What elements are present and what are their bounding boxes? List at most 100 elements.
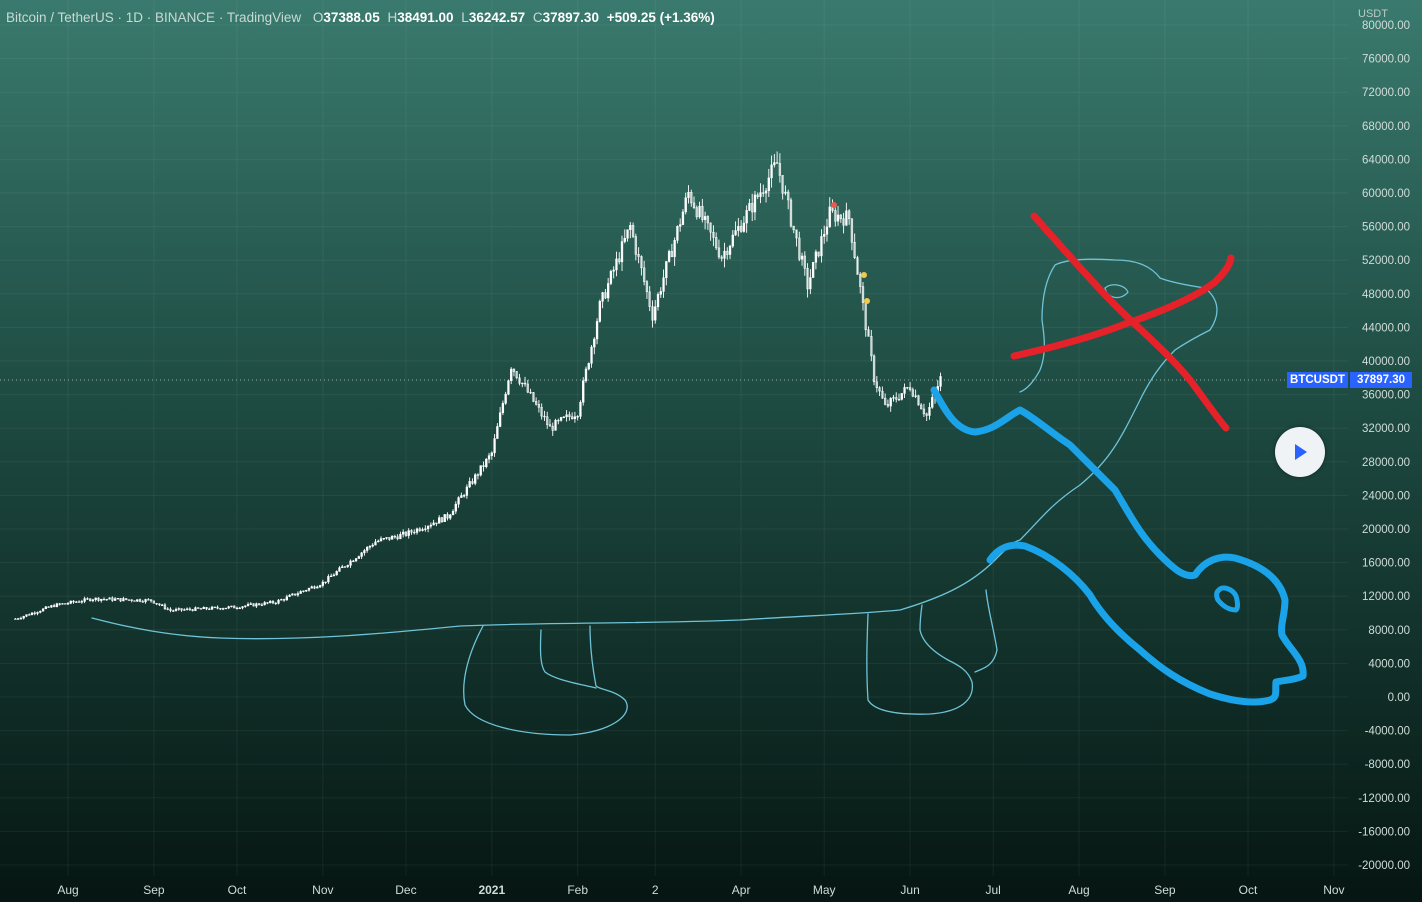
candle-body bbox=[421, 529, 424, 531]
candle-body bbox=[136, 599, 139, 602]
candle-body bbox=[388, 537, 391, 540]
candle-body bbox=[651, 306, 654, 321]
candle-body bbox=[504, 393, 507, 404]
candle-body bbox=[897, 399, 901, 401]
candle-body bbox=[618, 258, 621, 263]
candle-body bbox=[263, 602, 266, 606]
candle-body bbox=[493, 438, 496, 454]
candle-body bbox=[723, 250, 726, 259]
candle-body bbox=[546, 416, 549, 425]
candle-body bbox=[64, 603, 67, 605]
candle-body bbox=[55, 603, 59, 608]
candle-body bbox=[789, 199, 793, 227]
candle-body bbox=[654, 306, 657, 321]
drawing-red-stroke-1 bbox=[1030, 212, 1230, 432]
candle-body bbox=[462, 495, 466, 497]
candle-body bbox=[609, 270, 613, 284]
candle-body bbox=[881, 390, 884, 399]
candle-body bbox=[415, 528, 419, 533]
event-marker-yellow[interactable] bbox=[864, 298, 870, 304]
candle-body bbox=[194, 607, 197, 611]
candle-body bbox=[349, 560, 352, 566]
drawing-blue-eye[interactable] bbox=[1214, 585, 1240, 613]
price-tick-label: 60000.00 bbox=[1362, 188, 1410, 200]
price-axis[interactable]: 80000.00 76000.00 72000.00 68000.00 64000.00… bbox=[1358, 20, 1410, 872]
candle-body bbox=[69, 600, 72, 604]
drawing-red-cross[interactable] bbox=[1010, 212, 1235, 432]
candle-body bbox=[784, 191, 787, 194]
candle-body bbox=[305, 590, 308, 592]
candle-body bbox=[892, 397, 895, 399]
candle-body bbox=[836, 214, 840, 222]
price-tick-label: 12000.00 bbox=[1362, 591, 1410, 603]
price-tick-label: 16000.00 bbox=[1362, 558, 1410, 570]
candle-body bbox=[507, 380, 510, 395]
candle-body bbox=[559, 417, 563, 421]
candle-body bbox=[811, 262, 815, 278]
candle-body bbox=[41, 608, 45, 612]
price-tick-label: 8000.00 bbox=[1368, 625, 1410, 637]
candle-body bbox=[925, 413, 928, 416]
candle-body bbox=[695, 207, 698, 218]
candle-body bbox=[526, 383, 529, 393]
candle-body bbox=[839, 214, 842, 219]
last-price-symbol-tag[interactable]: BTCUSDT bbox=[1287, 372, 1348, 388]
candle-body bbox=[587, 363, 590, 370]
candle-body bbox=[260, 604, 264, 606]
time-tick-label: Sep bbox=[1154, 883, 1176, 897]
candle-body bbox=[221, 608, 225, 610]
play-button[interactable] bbox=[1275, 427, 1325, 477]
drawing-blue-shell[interactable] bbox=[930, 386, 1307, 706]
candle-body bbox=[321, 581, 324, 586]
candle-body bbox=[570, 416, 574, 420]
candle-body bbox=[83, 598, 86, 602]
candle-body bbox=[324, 581, 327, 583]
candle-body bbox=[501, 403, 505, 414]
candle-body bbox=[28, 614, 31, 616]
candle-body bbox=[861, 286, 865, 303]
open-label: O bbox=[312, 10, 324, 25]
candle-body bbox=[820, 236, 823, 257]
chart-title[interactable]: Bitcoin / TetherUS · 1D · BINANCE · Trad… bbox=[6, 10, 302, 25]
low-label: L bbox=[461, 10, 469, 25]
candle-body bbox=[584, 368, 588, 382]
price-tick-label: -8000.00 bbox=[1365, 759, 1410, 771]
candle-body bbox=[537, 404, 541, 408]
candle-body bbox=[233, 605, 236, 609]
candle-body bbox=[795, 229, 798, 239]
time-axis[interactable]: Aug Sep Oct Nov Dec 2021 Feb 2 Apr May Jun Jul Aug Se… bbox=[57, 883, 1344, 897]
candle-body bbox=[557, 419, 560, 422]
candle-body bbox=[191, 609, 194, 611]
candle-body bbox=[825, 226, 829, 235]
candle-body bbox=[341, 566, 344, 569]
time-tick-label: Dec bbox=[395, 883, 416, 897]
time-tick-label: Jun bbox=[900, 883, 919, 897]
time-tick-label: Nov bbox=[1323, 883, 1344, 897]
candle-body bbox=[817, 251, 820, 257]
price-tick-label: 48000.00 bbox=[1362, 289, 1410, 301]
event-marker-yellow[interactable] bbox=[861, 272, 867, 278]
candle-body bbox=[238, 607, 241, 609]
candle-body bbox=[728, 245, 732, 255]
candle-body bbox=[299, 591, 302, 594]
candle-body bbox=[872, 355, 876, 383]
candle-body bbox=[931, 397, 934, 408]
candle-body bbox=[906, 387, 909, 389]
candle-body bbox=[908, 387, 912, 390]
candle-body bbox=[374, 541, 377, 546]
time-tick-label: Feb bbox=[567, 883, 588, 897]
candle-body bbox=[551, 426, 554, 431]
time-tick-label: Oct bbox=[1239, 883, 1258, 897]
candle-body bbox=[767, 177, 770, 192]
candle-body bbox=[715, 237, 718, 249]
candle-body bbox=[407, 530, 410, 536]
candle-body bbox=[30, 612, 34, 616]
price-tick-label: -16000.00 bbox=[1358, 826, 1410, 838]
candle-body bbox=[393, 535, 397, 538]
event-marker-red[interactable] bbox=[831, 202, 837, 208]
price-tick-label: 72000.00 bbox=[1362, 87, 1410, 99]
candle-body bbox=[89, 598, 92, 602]
candle-body bbox=[604, 292, 607, 299]
candle-body bbox=[562, 416, 565, 418]
